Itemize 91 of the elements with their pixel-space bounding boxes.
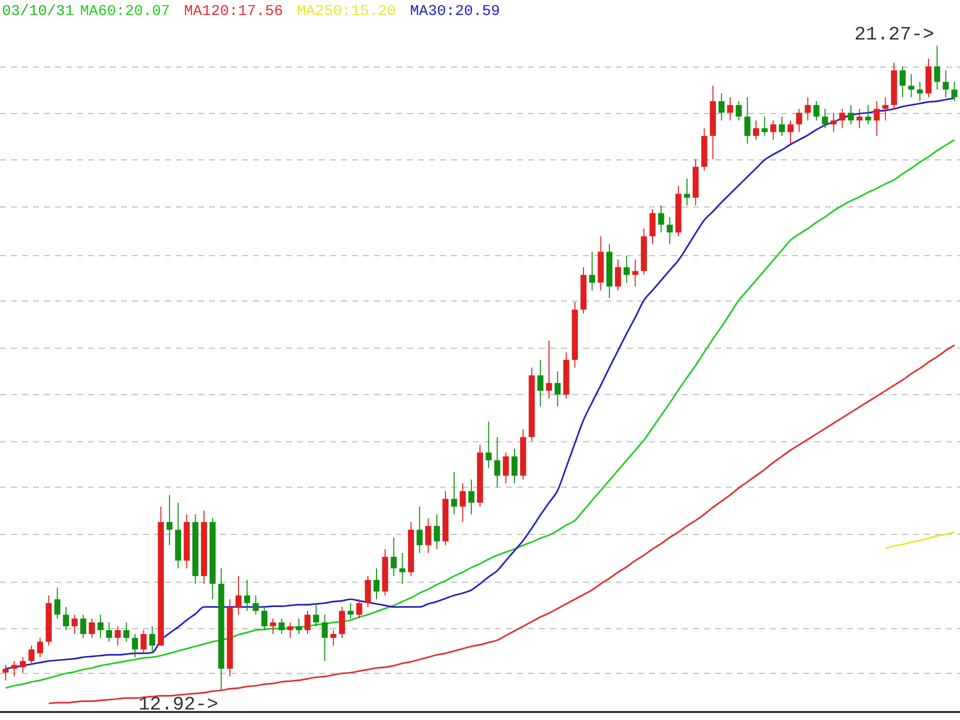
candlestick bbox=[235, 576, 242, 616]
candlestick bbox=[736, 100, 742, 121]
candlestick bbox=[900, 66, 906, 98]
candlestick bbox=[778, 116, 785, 136]
candlestick bbox=[278, 618, 285, 635]
candlestick bbox=[554, 370, 561, 407]
candlestick bbox=[770, 120, 776, 140]
candlestick bbox=[511, 448, 518, 484]
candlestick bbox=[390, 536, 397, 577]
candlestick bbox=[62, 606, 70, 631]
candlestick bbox=[399, 552, 406, 584]
candlestick bbox=[434, 514, 440, 550]
candlestick bbox=[132, 634, 138, 658]
candlestick bbox=[80, 614, 86, 638]
candlestick bbox=[796, 108, 802, 133]
candlestick bbox=[54, 587, 60, 620]
candlestick bbox=[373, 568, 380, 600]
candlestick bbox=[865, 104, 872, 125]
candlestick bbox=[348, 602, 354, 620]
candlestick bbox=[684, 178, 690, 206]
candlestick bbox=[140, 630, 147, 654]
candlestick bbox=[942, 70, 949, 98]
candlestick bbox=[451, 471, 458, 515]
candlestick bbox=[252, 594, 259, 616]
candlestick bbox=[88, 618, 95, 638]
candlestick bbox=[322, 614, 328, 662]
candlestick bbox=[72, 614, 78, 635]
candlestick bbox=[624, 255, 630, 284]
candlestick bbox=[916, 81, 923, 102]
candlestick bbox=[37, 637, 44, 658]
candlestick bbox=[2, 664, 9, 681]
candlestick bbox=[28, 645, 34, 666]
candlestick bbox=[718, 92, 725, 121]
candlestick bbox=[839, 108, 846, 129]
candlestick bbox=[460, 482, 466, 523]
candlestick bbox=[822, 108, 828, 129]
candlestick bbox=[270, 618, 276, 635]
candlestick bbox=[304, 610, 311, 635]
text: MA120:17.56 bbox=[184, 3, 284, 20]
candlestick bbox=[882, 96, 888, 121]
candlestick bbox=[338, 606, 346, 638]
candlestick bbox=[166, 494, 173, 546]
candlestick bbox=[951, 81, 958, 102]
candlestick bbox=[149, 626, 156, 654]
candlestick bbox=[425, 518, 432, 554]
candlestick bbox=[632, 258, 638, 287]
annotation: 03/10/31 bbox=[2, 3, 74, 20]
candlestick bbox=[727, 96, 734, 121]
candlestick bbox=[11, 660, 18, 677]
candlestick bbox=[813, 100, 820, 121]
candlestick bbox=[908, 74, 914, 98]
candlestick bbox=[364, 576, 371, 608]
candlestick bbox=[934, 45, 940, 90]
candlestick bbox=[649, 208, 656, 245]
candlestick bbox=[486, 421, 492, 468]
candlestick bbox=[123, 622, 130, 642]
candlestick bbox=[114, 626, 121, 646]
candlestick bbox=[261, 606, 268, 631]
candlestick bbox=[614, 258, 622, 291]
candlestick bbox=[856, 108, 863, 129]
candlestick bbox=[666, 216, 673, 245]
candlestick bbox=[848, 104, 854, 125]
candlestick bbox=[287, 622, 294, 638]
text: MA60:20.07 bbox=[80, 3, 170, 20]
candlestick bbox=[416, 506, 423, 554]
candlestick bbox=[744, 96, 750, 144]
candlestick bbox=[356, 598, 362, 620]
candlestick bbox=[468, 479, 474, 515]
candlestick bbox=[658, 204, 664, 233]
candlestick bbox=[830, 112, 837, 133]
candlestick bbox=[244, 579, 250, 612]
candlestick bbox=[313, 602, 320, 627]
text: MA250:15.20 bbox=[297, 3, 396, 20]
candlestick bbox=[330, 630, 336, 646]
candlestick bbox=[804, 96, 811, 121]
candlestick bbox=[296, 618, 302, 635]
annotation: 21.27-> bbox=[854, 24, 934, 46]
candlestick bbox=[537, 359, 544, 407]
candlestick bbox=[787, 120, 794, 144]
candlestick bbox=[752, 120, 760, 140]
candlestick bbox=[589, 251, 596, 291]
candlestick bbox=[762, 116, 768, 136]
annotation: 12.92-> bbox=[138, 693, 218, 716]
candlestick bbox=[494, 436, 500, 488]
candlestick bbox=[502, 452, 509, 484]
candlestick bbox=[20, 656, 26, 674]
candlestick bbox=[97, 614, 104, 638]
text: MA30:20.59 bbox=[410, 3, 500, 20]
candlestick bbox=[874, 100, 880, 136]
candlestick bbox=[546, 340, 552, 399]
candlestick bbox=[106, 622, 112, 642]
